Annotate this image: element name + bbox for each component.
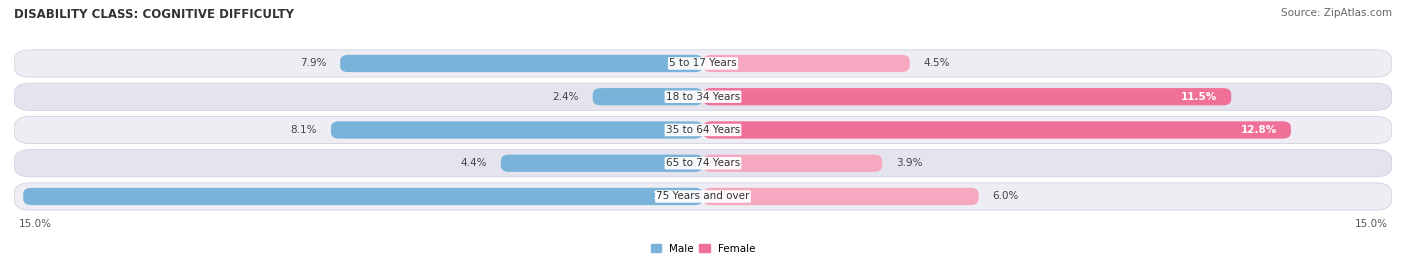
FancyBboxPatch shape	[340, 55, 703, 72]
Text: 4.4%: 4.4%	[461, 158, 486, 168]
Text: DISABILITY CLASS: COGNITIVE DIFFICULTY: DISABILITY CLASS: COGNITIVE DIFFICULTY	[14, 8, 294, 21]
Text: 15.0%: 15.0%	[1354, 219, 1388, 229]
FancyBboxPatch shape	[14, 50, 1392, 77]
Text: 75 Years and over: 75 Years and over	[657, 191, 749, 202]
Text: 15.0%: 15.0%	[18, 219, 52, 229]
Text: 5 to 17 Years: 5 to 17 Years	[669, 58, 737, 69]
FancyBboxPatch shape	[593, 88, 703, 105]
FancyBboxPatch shape	[703, 121, 1291, 139]
Text: 11.5%: 11.5%	[1181, 92, 1218, 102]
FancyBboxPatch shape	[703, 188, 979, 205]
FancyBboxPatch shape	[24, 188, 703, 205]
FancyBboxPatch shape	[703, 155, 882, 172]
FancyBboxPatch shape	[14, 116, 1392, 144]
Text: 6.0%: 6.0%	[993, 191, 1019, 202]
Legend: Male, Female: Male, Female	[651, 244, 755, 254]
Text: 14.8%: 14.8%	[652, 191, 689, 202]
Text: 3.9%: 3.9%	[896, 158, 922, 168]
Text: 65 to 74 Years: 65 to 74 Years	[666, 158, 740, 168]
FancyBboxPatch shape	[14, 83, 1392, 110]
Text: 8.1%: 8.1%	[291, 125, 318, 135]
FancyBboxPatch shape	[703, 88, 1232, 105]
Text: 35 to 64 Years: 35 to 64 Years	[666, 125, 740, 135]
Text: 12.8%: 12.8%	[1241, 125, 1277, 135]
FancyBboxPatch shape	[501, 155, 703, 172]
FancyBboxPatch shape	[14, 183, 1392, 210]
Text: 18 to 34 Years: 18 to 34 Years	[666, 92, 740, 102]
Text: 2.4%: 2.4%	[553, 92, 579, 102]
Text: 4.5%: 4.5%	[924, 58, 950, 69]
FancyBboxPatch shape	[703, 55, 910, 72]
FancyBboxPatch shape	[14, 150, 1392, 177]
Text: 7.9%: 7.9%	[299, 58, 326, 69]
FancyBboxPatch shape	[330, 121, 703, 139]
Text: Source: ZipAtlas.com: Source: ZipAtlas.com	[1281, 8, 1392, 18]
